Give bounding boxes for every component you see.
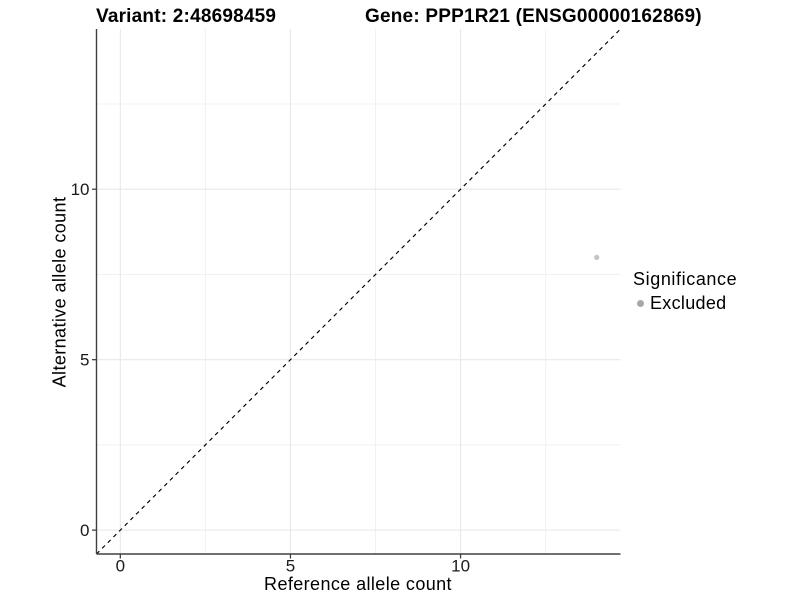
x-tick-label: 0 [116, 557, 125, 576]
data-point [594, 254, 600, 261]
gene-title: Gene: PPP1R21 (ENSG00000162869) [365, 6, 702, 27]
legend: Significance Excluded [633, 269, 737, 313]
y-tick-label: 0 [80, 521, 89, 540]
legend-point-icon [637, 299, 644, 307]
legend-entry-excluded: Excluded [633, 293, 737, 313]
x-axis-title: Reference allele count [264, 574, 452, 594]
y-axis-title: Alternative allele count [49, 196, 70, 388]
x-tick-label: 10 [451, 557, 470, 576]
y-tick-label: 5 [80, 351, 89, 370]
identity-dashed-line [96, 28, 621, 555]
legend-entry-label: Excluded [650, 293, 727, 313]
variant-title: Variant: 2:48698459 [96, 6, 277, 27]
legend-title: Significance [633, 269, 738, 289]
x-tick-label: 5 [286, 557, 295, 576]
y-tick-label: 10 [71, 180, 90, 199]
